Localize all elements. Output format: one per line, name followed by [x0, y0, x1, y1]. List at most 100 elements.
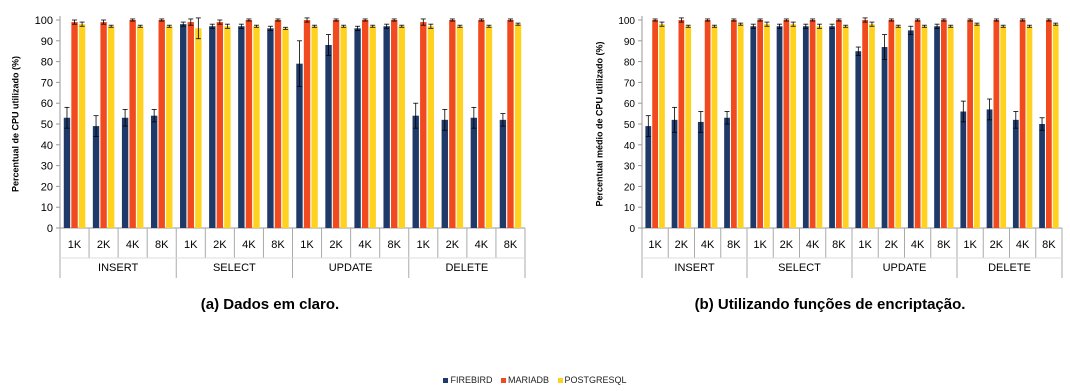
x-tick-label: 2K — [990, 239, 1004, 251]
bar-firebird — [934, 26, 940, 228]
bar-mariadb — [449, 20, 456, 228]
bar-firebird — [267, 28, 274, 228]
bar-mariadb — [757, 20, 764, 228]
bar-firebird — [499, 119, 507, 228]
x-tick-label: 1K — [300, 239, 314, 251]
group-label: UPDATE — [329, 262, 373, 274]
y-tick-label: 100 — [618, 16, 635, 27]
bar-firebird — [724, 117, 730, 228]
y-tick-label: 60 — [41, 98, 53, 110]
bar-postgresql — [195, 28, 202, 228]
bar-postgresql — [947, 26, 954, 228]
bar-firebird — [645, 126, 652, 228]
bar-postgresql — [78, 24, 86, 228]
bar-firebird — [180, 24, 187, 228]
group-label: DELETE — [445, 262, 488, 274]
x-tick-label: 1K — [417, 239, 431, 251]
bar-mariadb — [730, 20, 737, 228]
y-tick-label: 30 — [624, 162, 636, 173]
bar-mariadb — [809, 20, 816, 228]
bar-postgresql — [659, 24, 665, 228]
y-tick-label: 40 — [624, 141, 636, 152]
bar-postgresql — [974, 24, 980, 228]
chart-b: 0 10 20 30 40 50 60 70 80 90 100 Percentual médio d… — [590, 0, 1070, 282]
bar-mariadb — [914, 20, 921, 228]
bar-postgresql — [137, 26, 144, 228]
caption-b: (b) Utilizando funções de encriptação. — [694, 296, 966, 313]
bar-firebird — [1039, 124, 1045, 228]
bar-mariadb — [704, 20, 711, 228]
bar-firebird — [1012, 119, 1019, 228]
x-tick-label: 8K — [504, 239, 518, 251]
x-tick-label: 8K — [271, 239, 285, 251]
bar-postgresql — [166, 26, 173, 228]
bar-postgresql — [514, 24, 522, 228]
bar-mariadb — [71, 22, 78, 228]
bar-mariadb — [835, 20, 842, 228]
y-tick-label: 10 — [41, 202, 53, 214]
bar-postgresql — [369, 26, 376, 228]
bar-mariadb — [862, 20, 869, 228]
x-tick-label: 2K — [446, 239, 460, 251]
x-tick-label: 8K — [1042, 239, 1056, 251]
bar-firebird — [855, 51, 862, 229]
bar-mariadb — [1045, 20, 1052, 228]
legend-swatch-mariadb — [500, 378, 506, 384]
bar-postgresql — [224, 26, 231, 228]
y-tick-label: 50 — [624, 120, 636, 131]
legend-swatch-firebird — [443, 378, 449, 384]
bar-firebird — [750, 26, 757, 228]
bar-mariadb — [507, 20, 514, 228]
bar-firebird — [881, 47, 888, 228]
x-tick-label: 4K — [126, 239, 140, 251]
x-tick-label: 1K — [963, 239, 977, 251]
legend-item-postgresql: POSTGRESQL — [557, 375, 627, 385]
bar-postgresql — [1000, 26, 1007, 228]
bar-firebird — [150, 115, 158, 228]
bar-firebird — [907, 30, 914, 229]
bar-firebird — [671, 119, 678, 228]
legend-item-firebird: FIREBIRD — [443, 375, 492, 385]
bar-firebird — [441, 119, 448, 228]
bar-mariadb — [391, 20, 398, 228]
y-tick-label: 60 — [624, 99, 636, 110]
bar-firebird — [776, 26, 783, 228]
legend: FIREBIRD MARIADB POSTGRESQL — [0, 375, 1070, 385]
bar-mariadb — [361, 20, 369, 228]
bar-postgresql — [253, 26, 260, 228]
bar-postgresql — [485, 26, 493, 228]
x-tick-label: 1K — [753, 239, 767, 251]
bar-mariadb — [129, 20, 136, 228]
bar-firebird — [121, 117, 129, 228]
bar-firebird — [383, 26, 390, 228]
bar-postgresql — [921, 26, 928, 228]
legend-label-postgresql: POSTGRESQL — [564, 375, 627, 385]
legend-label-mariadb: MARIADB — [507, 375, 549, 385]
x-tick-label: 8K — [387, 239, 401, 251]
x-tick-label: 1K — [648, 239, 662, 251]
group-label: SELECT — [213, 262, 256, 274]
bar-mariadb — [332, 20, 340, 228]
x-tick-label: 2K — [675, 239, 689, 251]
bar-mariadb — [940, 20, 947, 228]
bar-postgresql — [869, 24, 875, 228]
bar-postgresql — [1052, 24, 1059, 228]
bar-postgresql — [107, 26, 115, 228]
bar-postgresql — [427, 26, 435, 228]
y-tick-label: 20 — [41, 181, 53, 193]
y-tick-label: 20 — [624, 182, 636, 193]
bar-postgresql — [456, 26, 464, 228]
x-tick-label: 2K — [329, 239, 343, 251]
group-label: INSERT — [98, 262, 138, 274]
x-tick-label: 2K — [97, 239, 111, 251]
y-tick-label: 90 — [41, 36, 53, 48]
bar-mariadb — [187, 22, 194, 228]
bar-postgresql — [282, 28, 289, 228]
bar-mariadb — [478, 20, 485, 228]
x-tick-label: 8K — [727, 239, 741, 251]
bar-firebird — [325, 44, 332, 229]
x-tick-label: 2K — [885, 239, 899, 251]
bar-mariadb — [216, 22, 224, 228]
y-tick-label: 0 — [47, 223, 53, 235]
x-tick-label: 2K — [780, 239, 794, 251]
